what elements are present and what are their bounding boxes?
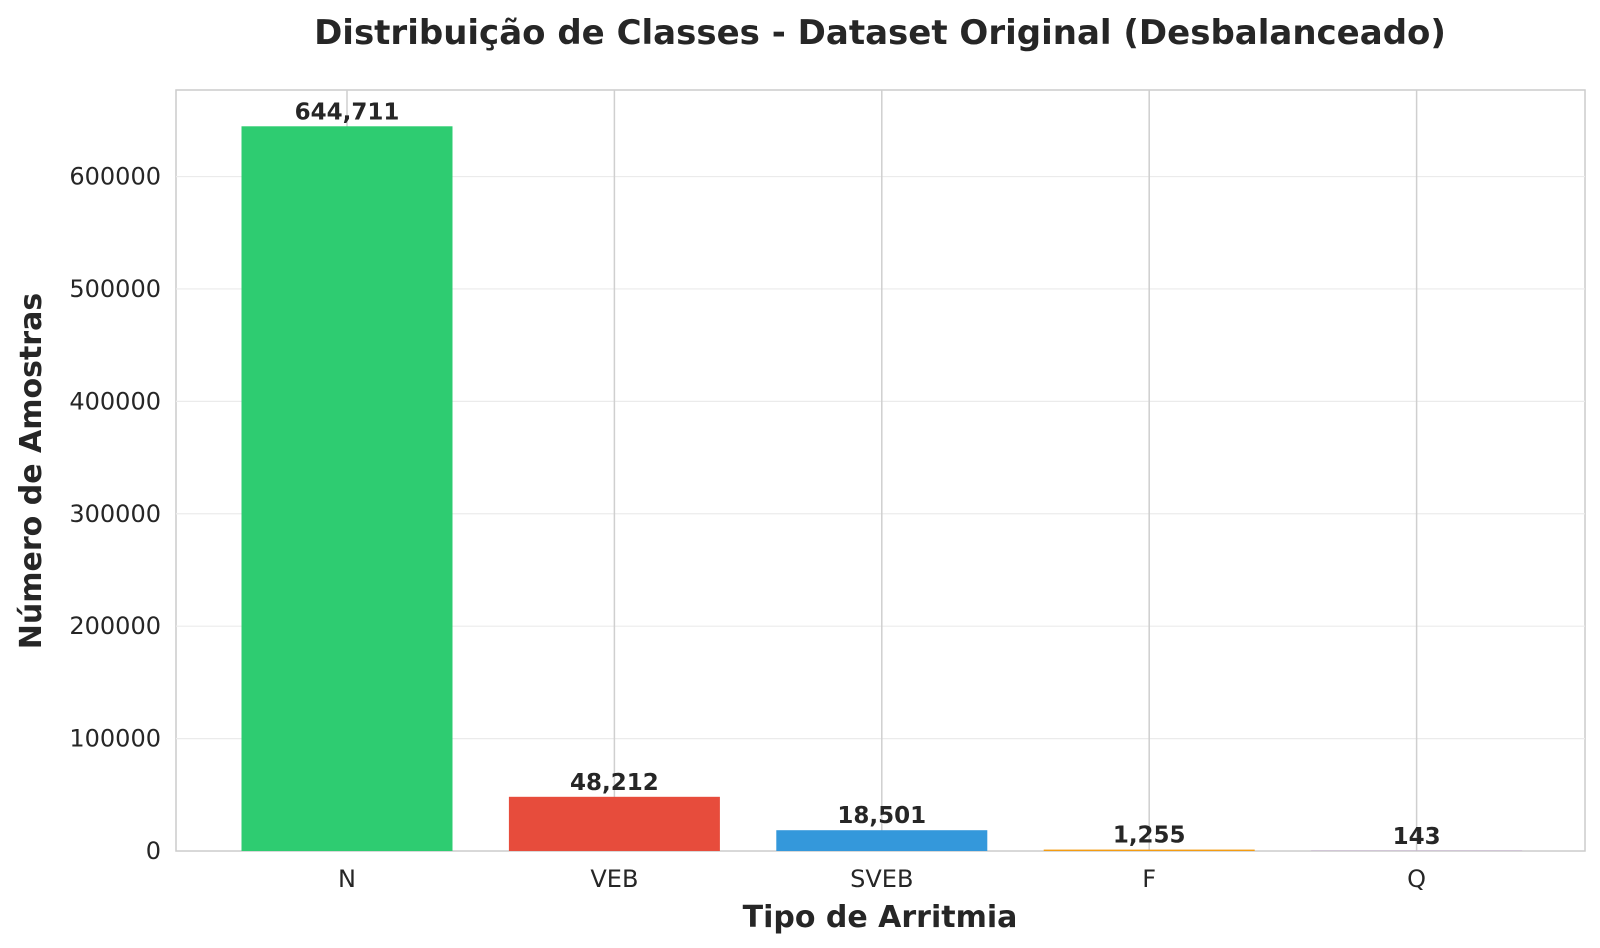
bar-sveb: [776, 830, 988, 851]
x-tick-labels: N VEB SVEB F Q: [338, 865, 1426, 893]
y-tick-label: 400000: [69, 387, 161, 415]
bar-veb: [508, 796, 720, 851]
bar-n: [241, 126, 453, 852]
data-label-sveb: 18,501: [837, 803, 926, 829]
data-label-f: 1,255: [1113, 823, 1186, 849]
x-tick-label-sveb: SVEB: [850, 865, 913, 893]
x-axis-label: Tipo de Arritmia: [743, 900, 1018, 935]
y-tick-label: 100000: [69, 725, 161, 753]
x-tick-label-f: F: [1142, 865, 1156, 893]
data-label-q: 143: [1393, 824, 1441, 850]
x-tick-label-n: N: [338, 865, 356, 893]
y-tick-labels: 0 100000 200000 300000 400000 500000 600000: [69, 163, 161, 865]
bars: [241, 126, 1523, 852]
x-tick-label-veb: VEB: [590, 865, 638, 893]
y-tick-label: 600000: [69, 163, 161, 191]
chart-title: Distribuição de Classes - Dataset Origin…: [314, 13, 1446, 53]
y-tick-label: 300000: [69, 500, 161, 528]
vertical-gridlines: [346, 90, 1418, 851]
y-tick-label: 500000: [69, 275, 161, 303]
data-label-veb: 48,212: [570, 770, 659, 796]
data-label-n: 644,711: [295, 99, 400, 125]
bar-f: [1043, 849, 1255, 851]
y-tick-label: 200000: [69, 612, 161, 640]
x-tick-label-q: Q: [1407, 865, 1426, 893]
data-labels: 644,711 48,212 18,501 1,255 143: [295, 99, 1441, 850]
y-tick-label: 0: [146, 837, 161, 865]
y-axis-label: Número de Amostras: [14, 293, 49, 649]
